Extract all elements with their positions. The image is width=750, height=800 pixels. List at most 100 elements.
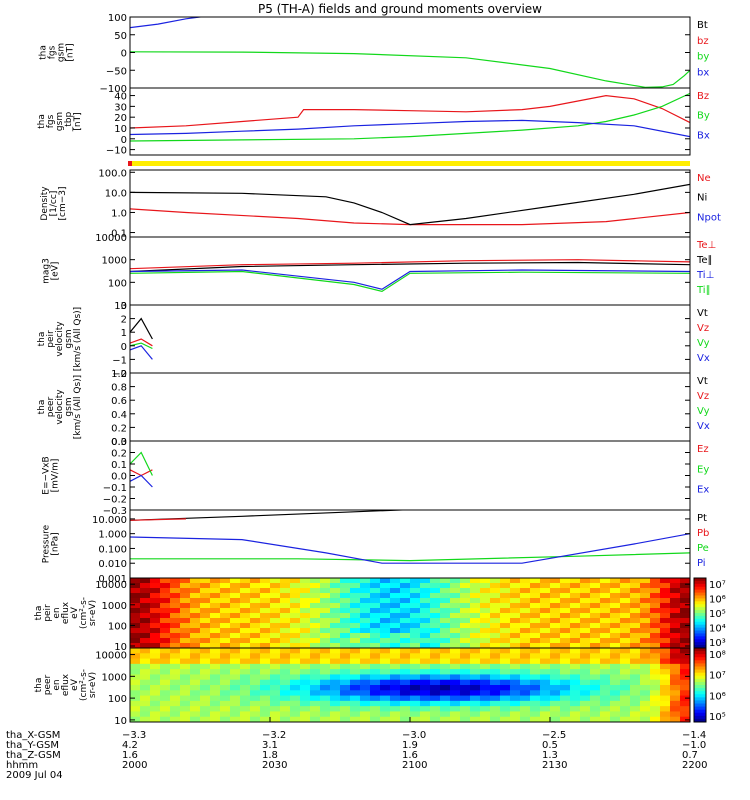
- heatmap-cell: [230, 633, 241, 639]
- heatmap-cell: [270, 623, 281, 629]
- heatmap-cell: [480, 716, 491, 722]
- heatmap-cell: [590, 603, 601, 609]
- heatmap-cell: [210, 663, 221, 670]
- heatmap-cell: [480, 578, 491, 584]
- heatmap-cell: [150, 669, 161, 676]
- heatmap-cell: [410, 613, 421, 619]
- heatmap-cell: [450, 674, 461, 681]
- heatmap-cell: [340, 663, 351, 670]
- heatmap-cell: [140, 613, 151, 619]
- legend-bx: bx: [697, 67, 709, 78]
- heatmap-cell: [470, 598, 481, 604]
- heatmap-cell: [320, 593, 331, 599]
- heatmap-cell: [310, 618, 321, 624]
- heatmap-cell: [140, 633, 151, 639]
- heatmap-cell: [190, 653, 201, 660]
- heatmap-cell: [550, 578, 561, 584]
- heatmap-cell: [180, 711, 191, 718]
- heatmap-cell: [280, 648, 291, 654]
- heatmap-cell: [590, 648, 601, 654]
- colorbar-segment: [694, 672, 706, 677]
- y-tick-label: 1: [121, 328, 127, 339]
- heatmap-cell: [580, 638, 591, 644]
- heatmap-cell: [400, 685, 411, 691]
- heatmap-cell: [660, 690, 671, 697]
- heatmap-cell: [340, 669, 351, 676]
- heatmap-cell: [570, 598, 581, 604]
- heatmap-cell: [200, 603, 211, 609]
- y-tick-label: 0.2: [111, 449, 127, 460]
- heatmap-cell: [590, 653, 601, 660]
- heatmap-cell: [170, 706, 181, 713]
- heatmap-cell: [300, 613, 311, 619]
- heatmap-cell: [400, 653, 411, 660]
- colorbar-segment: [694, 621, 706, 626]
- heatmap-cell: [480, 711, 491, 718]
- heatmap-cell: [160, 711, 171, 718]
- heatmap-cell: [590, 598, 601, 604]
- heatmap-cell: [210, 706, 221, 713]
- heatmap-cell: [650, 663, 661, 670]
- heatmap-cell: [510, 690, 521, 697]
- heatmap-cell: [140, 643, 151, 648]
- heatmap-cell: [300, 588, 311, 594]
- heatmap-cell: [590, 663, 601, 670]
- heatmap-cell: [380, 648, 391, 654]
- y-tick-label: 0.100: [98, 544, 127, 555]
- y-tick-label: 20: [114, 113, 127, 124]
- heatmap-cell: [390, 578, 401, 584]
- heatmap-cell: [670, 700, 681, 707]
- x-tick-label: 0.7: [682, 750, 698, 761]
- colorbar-segment: [694, 669, 706, 674]
- heatmap-cell: [150, 706, 161, 713]
- heatmap-cell: [400, 588, 411, 594]
- heatmap-cell: [650, 598, 661, 604]
- heatmap-cell: [520, 618, 531, 624]
- colorbar-segment: [694, 706, 706, 711]
- heatmap-cell: [530, 638, 541, 644]
- heatmap-cell: [650, 618, 661, 624]
- heatmap-cell: [650, 653, 661, 660]
- heatmap-cell: [610, 598, 621, 604]
- heatmap-cell: [310, 658, 321, 665]
- heatmap-cell: [480, 685, 491, 691]
- heatmap-cell: [670, 628, 681, 634]
- y-axis-label-line: en: [52, 607, 62, 618]
- heatmap-cell: [380, 633, 391, 639]
- heatmap-cell: [430, 618, 441, 624]
- heatmap-cell: [540, 618, 551, 624]
- heatmap-cell: [370, 603, 381, 609]
- heatmap-cell: [340, 643, 351, 648]
- heatmap-cell: [420, 638, 431, 644]
- heatmap-cell: [300, 711, 311, 718]
- heatmap-cell: [400, 663, 411, 670]
- heatmap-cell: [410, 583, 421, 589]
- heatmap-cell: [180, 583, 191, 589]
- heatmap-cell: [680, 674, 690, 681]
- heatmap-cell: [260, 638, 271, 644]
- heatmap-cell: [620, 598, 631, 604]
- heatmap-cell: [320, 669, 331, 676]
- heatmap-cell: [220, 669, 231, 676]
- heatmap-cell: [560, 700, 571, 707]
- heatmap-cell: [220, 663, 231, 670]
- heatmap-cell: [490, 593, 501, 599]
- heatmap-cell: [450, 608, 461, 614]
- y-axis-label: thapeervelocitygsm[km/s (All Qs)]: [37, 375, 83, 439]
- heatmap-cell: [660, 648, 671, 654]
- heatmap-cell: [570, 711, 581, 718]
- heatmap-cell: [590, 695, 601, 702]
- heatmap-cell: [320, 618, 331, 624]
- heatmap-cell: [150, 598, 161, 604]
- heatmap-cell: [530, 598, 541, 604]
- heatmap-cell: [450, 623, 461, 629]
- heatmap-cell: [620, 613, 631, 619]
- heatmap-cell: [540, 603, 551, 609]
- heatmap-cell: [190, 690, 201, 697]
- heatmap-cell: [220, 648, 231, 654]
- heatmap-cell: [420, 608, 431, 614]
- heatmap-cell: [460, 674, 471, 681]
- heatmap-cell: [200, 663, 211, 670]
- heatmap-cell: [360, 658, 371, 665]
- heatmap-cell: [480, 653, 491, 660]
